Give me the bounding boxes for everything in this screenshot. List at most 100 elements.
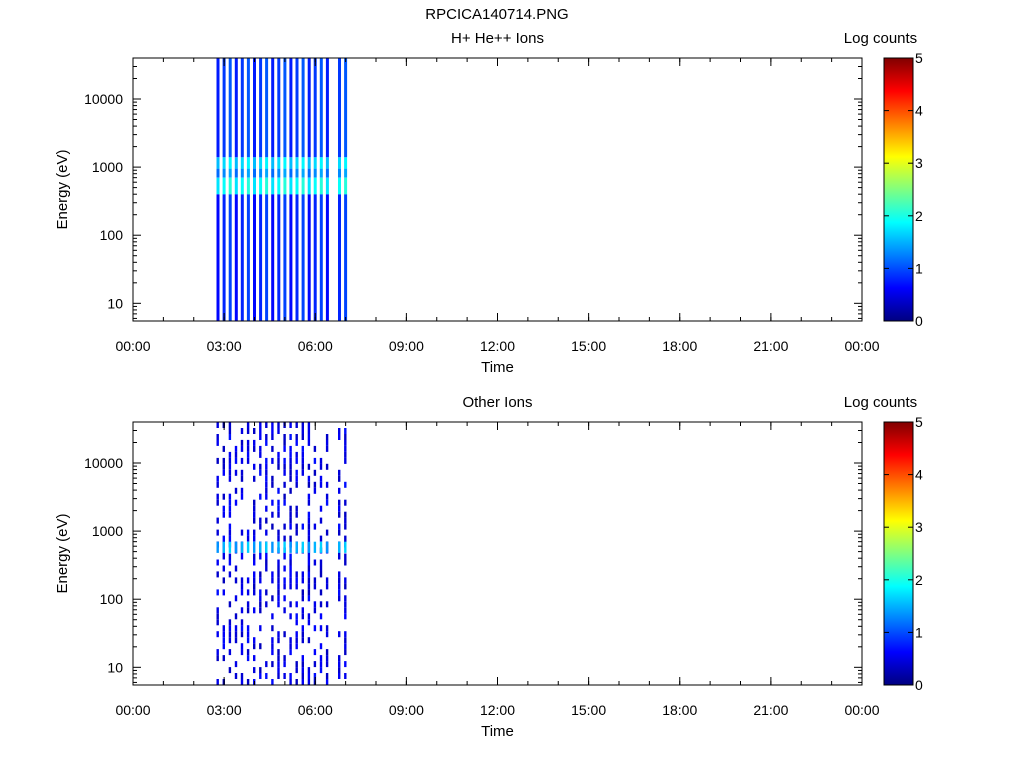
- heatmap-cell: [301, 577, 304, 584]
- heatmap-cell: [283, 661, 286, 668]
- heatmap-cell: [271, 445, 274, 452]
- heatmap-cell: [216, 631, 219, 638]
- heatmap-cell: [265, 481, 268, 488]
- heatmap-cell: [234, 613, 238, 620]
- heatmap-cell: [277, 463, 280, 470]
- heatmap-cell: [325, 661, 329, 668]
- heatmap-cell: [253, 571, 256, 578]
- heatmap-cell: [271, 595, 274, 602]
- heatmap-cell: [240, 625, 244, 632]
- heatmap-cell: [216, 194, 220, 321]
- heatmap-cell: [295, 177, 299, 195]
- heatmap-cell: [222, 511, 225, 518]
- x-tick-label: 15:00: [571, 338, 606, 354]
- heatmap-cell: [319, 505, 323, 512]
- heatmap-cell: [295, 157, 299, 169]
- heatmap-cell: [289, 601, 292, 608]
- heatmap-cell: [283, 565, 286, 572]
- heatmap-cell: [259, 589, 262, 596]
- heatmap-cell: [289, 679, 292, 685]
- heatmap-cell: [338, 168, 341, 178]
- heatmap-cell: [301, 541, 304, 553]
- heatmap-cell: [307, 571, 311, 578]
- heatmap-cell: [307, 589, 311, 596]
- heatmap-cell: [265, 157, 269, 169]
- heatmap-cell: [344, 439, 347, 446]
- heatmap-cell: [222, 553, 225, 560]
- heatmap-cell: [253, 535, 256, 542]
- heatmap-cell: [271, 177, 275, 195]
- heatmap-cell: [271, 157, 275, 169]
- heatmap-cell: [228, 177, 232, 195]
- heatmap-cell: [301, 571, 304, 578]
- heatmap-cell: [234, 637, 238, 644]
- heatmap-cell: [246, 194, 250, 321]
- heatmap-cell: [301, 469, 304, 476]
- heatmap-cell: [289, 637, 292, 644]
- heatmap-cell: [240, 631, 244, 638]
- heatmap-cell: [289, 157, 293, 169]
- heatmap-cell: [228, 631, 232, 638]
- y-tick-label: 100: [100, 227, 124, 243]
- heatmap-cell: [325, 583, 329, 590]
- heatmap-cell: [301, 637, 304, 644]
- x-tick-label: 00:00: [115, 702, 150, 718]
- heatmap-cell: [319, 661, 323, 668]
- heatmap-cell: [344, 157, 348, 169]
- heatmap-cell: [277, 559, 280, 566]
- heatmap-cell: [246, 58, 250, 158]
- heatmap-cell: [240, 475, 244, 482]
- heatmap-cell: [216, 559, 219, 566]
- heatmap-cell: [228, 194, 232, 321]
- heatmap-cell: [222, 168, 226, 178]
- heatmap-cell: [344, 434, 347, 440]
- heatmap-cell: [222, 457, 225, 464]
- heatmap-cell: [253, 559, 256, 566]
- heatmap-cell: [271, 422, 274, 428]
- heatmap-cell: [307, 422, 311, 428]
- heatmap-cell: [277, 177, 281, 195]
- heatmap-cell: [319, 481, 323, 488]
- heatmap-cell: [265, 565, 268, 572]
- heatmap-cell: [240, 487, 244, 494]
- heatmap-cell: [277, 601, 280, 608]
- heatmap-cell: [325, 445, 329, 452]
- heatmap-cell: [228, 553, 232, 560]
- heatmap-cell: [222, 541, 225, 553]
- heatmap-cell: [338, 469, 341, 476]
- heatmap-cell: [265, 58, 269, 158]
- heatmap-cell: [283, 168, 287, 178]
- heatmap-cell: [319, 157, 323, 169]
- heatmap-cell: [259, 157, 263, 169]
- heatmap-cell: [271, 168, 275, 178]
- heatmap-cell: [319, 168, 323, 178]
- heatmap-cell: [319, 194, 323, 321]
- heatmap-cell: [246, 177, 250, 195]
- colorbar-tick-label: 1: [915, 624, 923, 640]
- heatmap-cell: [234, 469, 238, 476]
- heatmap-cell: [246, 445, 250, 452]
- heatmap-cell: [216, 422, 219, 428]
- heatmap-cell: [325, 493, 329, 500]
- heatmap-cell: [344, 194, 348, 321]
- heatmap-cell: [319, 177, 323, 195]
- colorbar-tick-label: 1: [915, 260, 923, 276]
- heatmap-cell: [259, 428, 262, 434]
- heatmap-cell: [344, 451, 347, 458]
- heatmap-cell: [283, 439, 286, 446]
- heatmap-cell: [240, 583, 244, 590]
- heatmap-cell: [234, 194, 238, 321]
- heatmap-cell: [325, 168, 329, 178]
- heatmap-cell: [325, 649, 329, 656]
- heatmap-cell: [240, 643, 244, 650]
- y-tick-label: 1000: [92, 159, 123, 175]
- heatmap-cell: [277, 194, 281, 321]
- heatmap-cell: [216, 571, 219, 578]
- heatmap-cell: [295, 475, 298, 482]
- heatmap-cell: [240, 439, 244, 446]
- heatmap-cell: [216, 613, 219, 620]
- heatmap-cell: [283, 493, 286, 500]
- heatmap-cell: [319, 625, 323, 632]
- heatmap-cell: [253, 445, 256, 452]
- heatmap-cell: [234, 661, 238, 668]
